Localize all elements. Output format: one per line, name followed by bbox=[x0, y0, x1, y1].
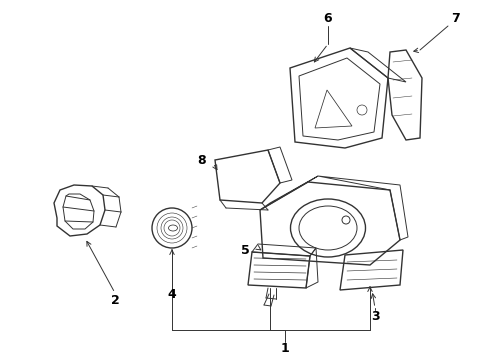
Text: 7: 7 bbox=[451, 12, 459, 24]
Text: 5: 5 bbox=[241, 243, 249, 257]
Text: 6: 6 bbox=[324, 12, 332, 24]
Text: 2: 2 bbox=[111, 293, 120, 306]
Text: 3: 3 bbox=[371, 310, 379, 323]
Text: 1: 1 bbox=[281, 342, 290, 355]
Text: 8: 8 bbox=[197, 153, 206, 166]
Text: 4: 4 bbox=[168, 288, 176, 302]
